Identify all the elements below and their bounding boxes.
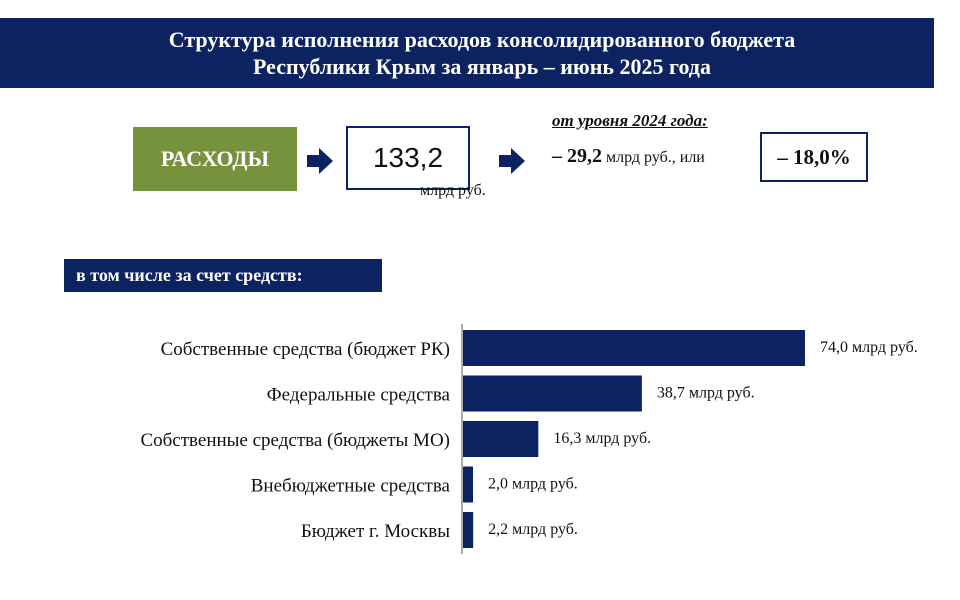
title-line-1: Структура исполнения расходов консолидир… bbox=[168, 27, 796, 52]
category-label: Собственные средства (бюджет РК) bbox=[161, 339, 450, 360]
funding-sources-heading: в том числе за счет средств: bbox=[64, 259, 382, 292]
category-label: Федеральные средства bbox=[267, 385, 451, 406]
expenses-label: РАСХОДЫ bbox=[133, 127, 297, 191]
bar bbox=[463, 330, 805, 366]
data-label: 38,7 млрд руб. bbox=[657, 385, 755, 402]
bar bbox=[463, 512, 474, 548]
data-label: 74,0 млрд руб. bbox=[820, 339, 918, 356]
arrow-right-icon bbox=[307, 148, 333, 174]
bar bbox=[463, 421, 539, 457]
bar bbox=[463, 466, 473, 503]
title-line-2: Республики Крым за январь – июнь 2025 го… bbox=[253, 54, 711, 79]
comparison-line: – 29,2 млрд руб., или bbox=[552, 145, 705, 168]
category-label: Собственные средства (бюджеты МО) bbox=[140, 430, 450, 451]
total-expenses-unit: млрд руб. bbox=[420, 182, 486, 199]
category-label: Внебюджетные средства bbox=[251, 476, 451, 497]
comparison-heading: от уровня 2024 года: bbox=[552, 111, 708, 130]
data-label: 2,0 млрд руб. bbox=[488, 476, 578, 493]
arrow-right-icon bbox=[499, 148, 525, 174]
change-value: – 29,2 bbox=[552, 145, 602, 167]
change-percent: – 18,0% bbox=[760, 132, 868, 182]
total-expenses-value: 133,2 bbox=[346, 126, 470, 190]
funding-sources-bar-chart: Собственные средства (бюджет РК) 74,0 млр… bbox=[140, 324, 918, 554]
change-suffix: млрд руб., или bbox=[606, 149, 705, 166]
category-label: Бюджет г. Москвы bbox=[301, 521, 450, 542]
bar bbox=[463, 375, 642, 412]
data-label: 2,2 млрд руб. bbox=[488, 521, 578, 538]
data-label: 16,3 млрд руб. bbox=[553, 430, 651, 447]
title-banner: Структура исполнения расходов консолидир… bbox=[0, 18, 934, 88]
